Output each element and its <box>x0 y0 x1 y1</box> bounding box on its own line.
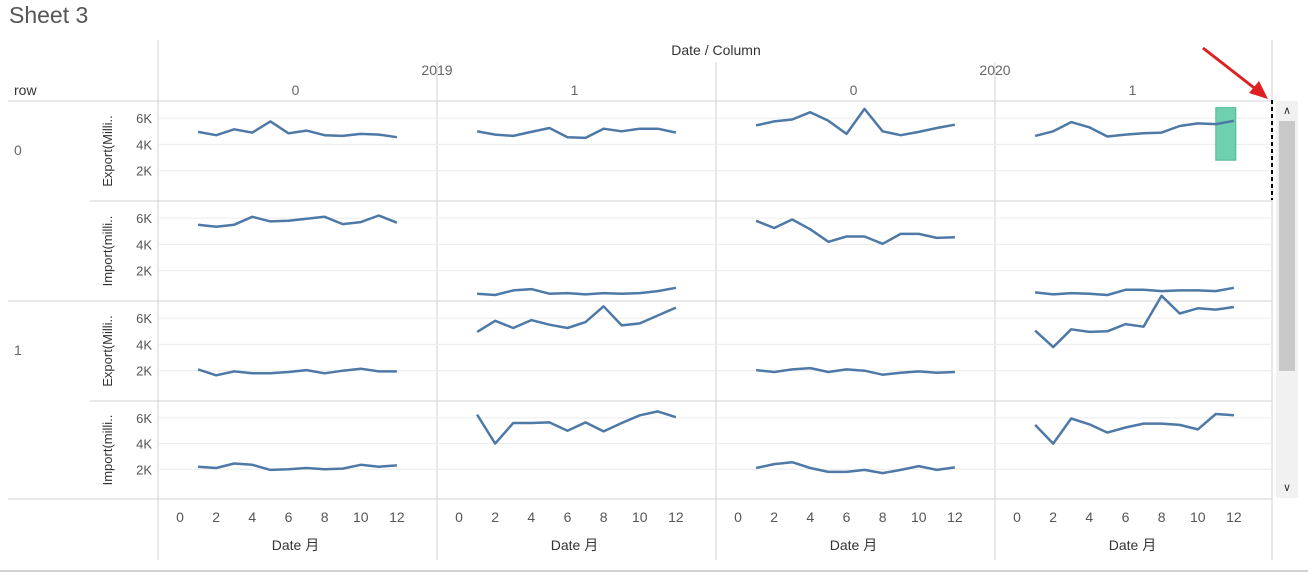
arrow-head-icon <box>1249 81 1268 99</box>
y-axis-label: Import(milli.. <box>100 216 115 287</box>
series-line <box>198 462 397 472</box>
x-tick-label: 8 <box>321 509 329 525</box>
x-tick-label: 4 <box>527 509 535 525</box>
x-tick-label: 6 <box>285 509 293 525</box>
series-line <box>1034 119 1235 138</box>
y-axis-label: Export(Milli.. <box>100 315 115 387</box>
column-header: 1 <box>1129 82 1137 98</box>
series-line <box>755 366 955 376</box>
y-tick-label: 6K <box>136 211 152 226</box>
x-tick-label: 12 <box>389 509 405 525</box>
row-header: 1 <box>14 342 22 358</box>
scroll-up-icon[interactable]: ∧ <box>1282 104 1292 117</box>
x-tick-label: 6 <box>564 509 572 525</box>
y-tick-label: 6K <box>136 411 152 426</box>
y-tick-label: 2K <box>136 164 152 179</box>
row-header-title: row <box>14 82 37 98</box>
series-line <box>197 120 398 139</box>
x-tick-label: 8 <box>1158 509 1166 525</box>
y-tick-label: 2K <box>136 264 152 279</box>
y-tick-label: 6K <box>136 311 152 326</box>
x-tick-label: 12 <box>947 509 963 525</box>
bottom-divider <box>0 570 1308 572</box>
series-line <box>477 286 677 297</box>
scroll-down-icon[interactable]: ∨ <box>1282 481 1292 494</box>
column-header: 0 <box>292 82 300 98</box>
x-tick-label: 12 <box>668 509 684 525</box>
x-tick-label: 0 <box>1013 509 1021 525</box>
y-tick-label: 4K <box>136 137 152 152</box>
x-axis-title: Date 月 <box>1109 537 1156 553</box>
series-line <box>755 107 956 137</box>
series-line <box>1034 294 1235 349</box>
sheet-title: Sheet 3 <box>9 2 89 28</box>
series-line <box>755 218 955 246</box>
x-tick-label: 10 <box>632 509 648 525</box>
row-header: 0 <box>14 142 22 158</box>
x-tick-label: 4 <box>248 509 256 525</box>
series-line <box>476 305 677 333</box>
y-tick-label: 6K <box>136 111 152 126</box>
series-line <box>1034 412 1234 445</box>
y-tick-label: 4K <box>136 337 152 352</box>
x-tick-label: 2 <box>491 509 499 525</box>
series-line <box>755 460 956 475</box>
x-axis-title: Date 月 <box>551 537 598 553</box>
series-line <box>197 367 397 377</box>
x-tick-label: 2 <box>212 509 220 525</box>
y-tick-label: 2K <box>136 364 152 379</box>
selection-highlight <box>1215 107 1237 161</box>
series-line <box>476 126 677 140</box>
column-header: 1 <box>571 82 579 98</box>
x-tick-label: 0 <box>176 509 184 525</box>
y-tick-label: 4K <box>136 237 152 252</box>
x-tick-label: 8 <box>879 509 887 525</box>
series-line <box>476 410 677 445</box>
x-tick-label: 4 <box>806 509 814 525</box>
x-tick-label: 10 <box>353 509 369 525</box>
column-header: 0 <box>850 82 858 98</box>
x-tick-label: 6 <box>843 509 851 525</box>
column-header-title: Date / Column <box>671 42 760 58</box>
x-tick-label: 2 <box>1049 509 1057 525</box>
annotation-arrow <box>1202 46 1263 96</box>
y-tick-label: 2K <box>136 462 152 477</box>
y-tick-label: 4K <box>136 437 152 452</box>
x-axis-title: Date 月 <box>830 537 877 553</box>
y-axis-label: Import(milli.. <box>100 415 115 486</box>
scroll-thumb[interactable] <box>1279 121 1295 371</box>
x-tick-label: 6 <box>1122 509 1130 525</box>
x-tick-label: 4 <box>1085 509 1093 525</box>
x-tick-label: 10 <box>911 509 927 525</box>
x-tick-label: 2 <box>770 509 778 525</box>
x-tick-label: 0 <box>734 509 742 525</box>
x-tick-label: 12 <box>1226 509 1242 525</box>
x-axis-title: Date 月 <box>272 537 319 553</box>
y-axis-label: Export(Milli.. <box>100 115 115 187</box>
vertical-scrollbar[interactable]: ∧ ∨ <box>1276 101 1298 498</box>
series-line <box>197 214 398 228</box>
x-tick-label: 10 <box>1190 509 1206 525</box>
series-line <box>1034 286 1235 297</box>
x-tick-label: 8 <box>600 509 608 525</box>
x-tick-label: 0 <box>455 509 463 525</box>
